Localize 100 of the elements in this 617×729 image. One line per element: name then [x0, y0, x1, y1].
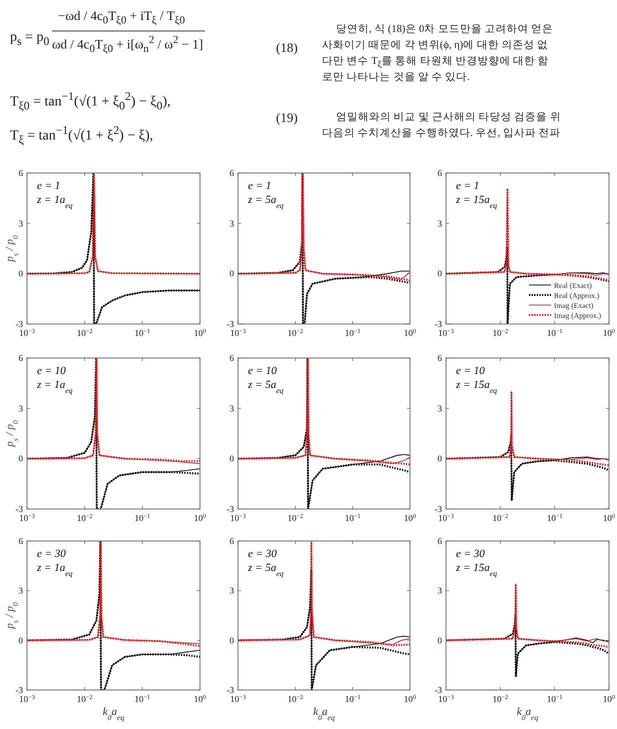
x-tick-label: 10$^{−3}$ [230, 694, 246, 704]
text: (18) [276, 40, 298, 56]
y-tick-label: 0 [438, 454, 442, 464]
y-tick-label: 3 [18, 403, 24, 414]
text: 다음의 수치계산을 수행하였다. 우선, 입사파 전파 [322, 127, 560, 140]
x-tick-label: 10$^{−3}$ [19, 694, 35, 704]
text: (19) [276, 110, 298, 126]
text: ωd / 4c$_{0}$T$_{ξ0}$ + i[ω$_{n}$$^{2}$ / ω$^{2}$ − 1] [52, 34, 204, 55]
annotation: z = 1a$_{eq}$ [36, 194, 73, 210]
text: T$_{ξ0}$ = tan$^{−1}$(√(1 + ξ$_{0}$$^{2}$) − ξ$_{0}$), [10, 90, 171, 112]
y-tick-label: 3 [230, 403, 234, 414]
y-tick-label: 0 [230, 635, 234, 646]
x-tick-label: 10$^{−3}$ [438, 512, 454, 523]
annotation: e = 1 [37, 180, 60, 192]
y-tick-label: 3 [438, 403, 442, 414]
annotation: e = 30 [37, 548, 66, 560]
y-tick-label: 0 [438, 635, 442, 646]
y-tick-label: -3 [16, 504, 24, 514]
y-tick-label: 6 [438, 168, 442, 178]
annotation: e = 30 [456, 548, 486, 560]
x-tick-label: 10$^{0}$ [602, 328, 616, 338]
y-tick-label: -3 [226, 685, 234, 695]
x-tick-label: 10$^{−1}$ [134, 328, 150, 338]
text: 당연히, 식 (18)은 0차 모드만을 고려하여 얻은 [336, 23, 554, 36]
y-tick-label: -3 [226, 504, 234, 514]
x-tick-label: 10$^{0}$ [602, 694, 616, 704]
y-tick-label: 3 [438, 218, 442, 228]
text: −ωd / 4c$_{0}$T$_{ξ0}$ + iT$_{ξ}$ / T$_{ξ0}$ [58, 8, 185, 27]
y-tick-label: 6 [230, 353, 234, 363]
y-tick-label: -3 [16, 319, 24, 329]
x-tick-label: 10$^{0}$ [404, 512, 416, 523]
y-tick-label: 3 [230, 586, 234, 596]
annotation: e = 30 [248, 548, 278, 560]
y-tick-label: 6 [438, 536, 442, 546]
text: T$_{ξ}$ = tan$^{−1}$(√(1 + ξ$^{2}$) − ξ), [10, 124, 154, 146]
x-tick-label: 10$^{−1}$ [344, 694, 361, 704]
annotation: e = 1 [248, 180, 272, 192]
annotation: z = 15a$_{eq}$ [455, 379, 498, 394]
y-tick-label: 0 [230, 268, 234, 279]
y-tick-label: 0 [18, 635, 24, 646]
text: 다만 변수 T$_{ξ}$를 통해 타원체 반경방향에 대한 함 [322, 55, 549, 70]
x-tick-label: 10$^{−3}$ [438, 328, 454, 338]
annotation: z = 5a$_{eq}$ [247, 562, 284, 578]
annotation: e = 1 [456, 180, 480, 192]
annotation: z = 15a$_{eq}$ [455, 194, 498, 210]
x-tick-label: 10$^{−2}$ [76, 512, 93, 523]
x-tick-label: 10$^{−2}$ [492, 694, 508, 704]
y-tick-label: 6 [18, 168, 24, 178]
y-tick-label: 3 [18, 586, 24, 596]
text: 엄밀해와의 비교 및 근사해의 타당성 검증을 위 [336, 111, 561, 124]
annotation: z = 5a$_{eq}$ [247, 379, 284, 394]
y-tick-label: 0 [230, 454, 234, 464]
x-tick-label: 10$^{0}$ [404, 694, 416, 704]
y-tick-label: 0 [18, 268, 24, 279]
y-tick-label: 6 [438, 353, 442, 363]
x-tick-label: 10$^{0}$ [194, 512, 206, 523]
x-tick-label: 10$^{0}$ [602, 512, 616, 523]
annotation: z = 1a$_{eq}$ [36, 379, 73, 394]
x-tick-label: 10$^{−1}$ [546, 512, 563, 523]
y-tick-label: 3 [18, 218, 24, 228]
x-tick-label: 10$^{−1}$ [546, 694, 563, 704]
annotation: e = 10 [248, 365, 278, 377]
x-tick-label: 10$^{−2}$ [287, 694, 304, 704]
y-tick-label: 6 [18, 353, 24, 363]
x-tick-label: 10$^{−1}$ [134, 512, 150, 523]
y-tick-label: -3 [16, 685, 24, 695]
x-axis-title: k$_{0}$a$_{eq}$ [102, 706, 124, 722]
y-tick-label: -3 [434, 685, 442, 695]
y-tick-label: 6 [18, 536, 24, 546]
annotation: z = 5a$_{eq}$ [247, 194, 284, 210]
x-tick-label: 10$^{−3}$ [19, 512, 35, 523]
y-tick-label: 3 [230, 218, 234, 228]
x-tick-label: 10$^{−2}$ [287, 512, 304, 523]
x-tick-label: 10$^{−1}$ [134, 694, 150, 704]
x-tick-label: 10$^{0}$ [404, 328, 416, 338]
y-tick-label: -3 [434, 319, 442, 329]
x-tick-label: 10$^{−2}$ [492, 512, 508, 523]
x-tick-label: 10$^{0}$ [194, 328, 206, 338]
y-tick-label: 0 [438, 268, 442, 279]
text: 로만 나타나는 것을 알 수 있다. [322, 71, 470, 84]
y-tick-label: -3 [226, 319, 234, 329]
annotation: e = 10 [37, 365, 66, 377]
x-tick-label: 10$^{−2}$ [76, 328, 93, 338]
y-tick-label: 3 [438, 586, 442, 596]
y-tick-label: -3 [434, 504, 442, 514]
x-tick-label: 10$^{0}$ [194, 694, 206, 704]
x-tick-label: 10$^{−3}$ [230, 328, 246, 338]
x-tick-label: 10$^{−3}$ [230, 512, 246, 523]
annotation: z = 15a$_{eq}$ [455, 562, 498, 578]
x-tick-label: 10$^{−3}$ [19, 328, 35, 338]
x-tick-label: 10$^{−3}$ [438, 694, 454, 704]
x-tick-label: 10$^{−2}$ [287, 328, 304, 338]
x-axis-title: k$_{0}$a$_{eq}$ [313, 706, 335, 722]
x-tick-label: 10$^{−2}$ [76, 694, 93, 704]
y-tick-label: 6 [230, 536, 234, 546]
y-tick-label: 6 [230, 168, 234, 178]
annotation: z = 1a$_{eq}$ [36, 562, 73, 578]
y-tick-label: 0 [18, 454, 24, 464]
text: p$_{s}$ = p$_{0}$ [10, 30, 50, 48]
x-tick-label: 10$^{−1}$ [344, 328, 361, 338]
